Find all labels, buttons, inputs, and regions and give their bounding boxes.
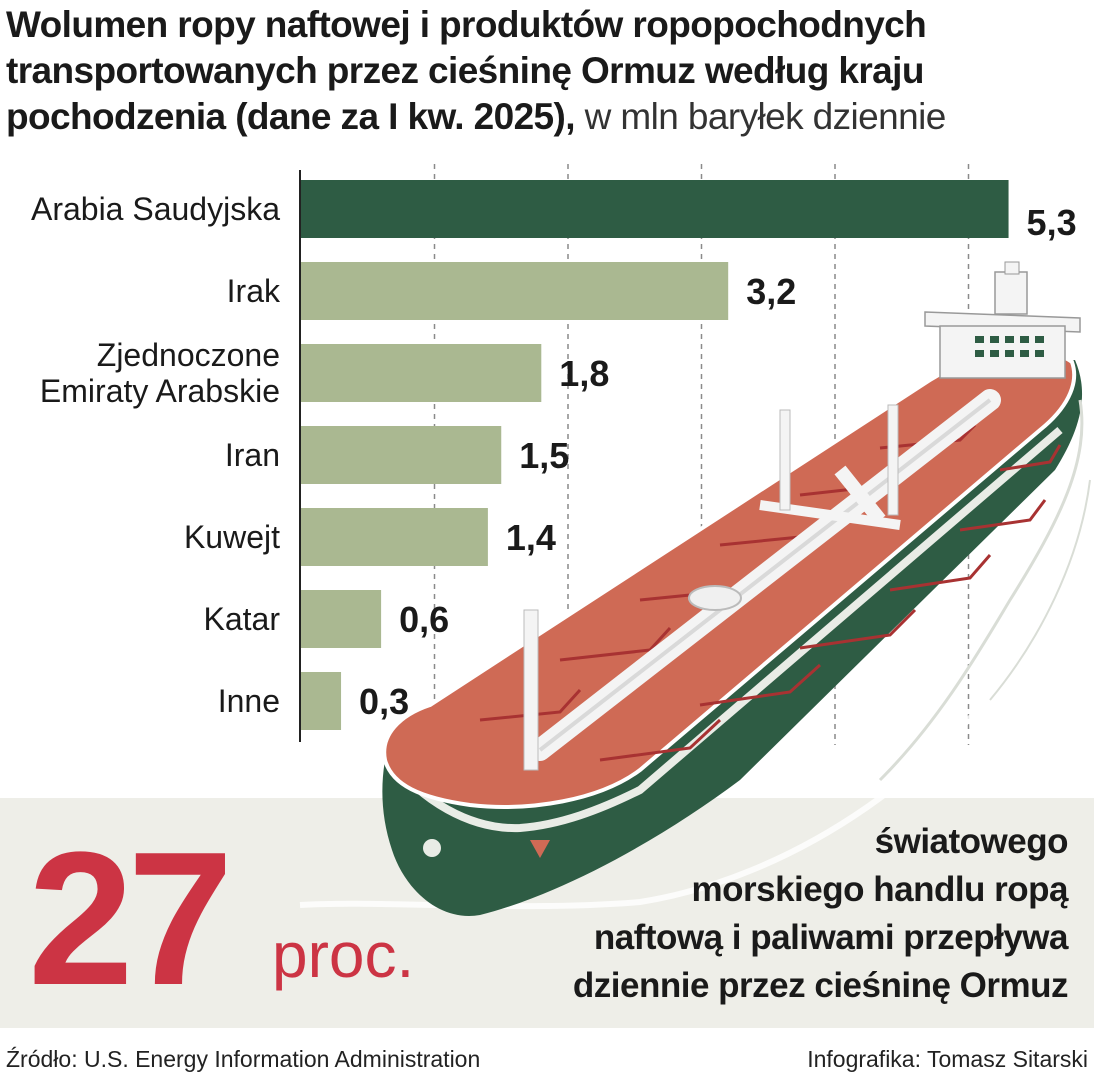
callout-line: naftową i paliwami przepływa	[593, 918, 1069, 957]
bar	[301, 180, 1009, 238]
value-label: 0,3	[359, 681, 409, 722]
share-number: 27	[28, 813, 233, 1025]
author-credit: Infografika: Tomasz Sitarski	[807, 1046, 1088, 1072]
value-label: 0,6	[399, 599, 449, 640]
chart-title: Wolumen ropy naftowej i produktów ropopo…	[6, 2, 1086, 140]
callout-line: światowego	[874, 822, 1069, 861]
bar	[301, 426, 502, 484]
source-note: Źródło: U.S. Energy Information Administ…	[6, 1046, 481, 1072]
title-unit: w mln baryłek dziennie	[574, 96, 947, 137]
value-label: 3,2	[746, 271, 796, 312]
category-label: Emiraty Arabskie	[40, 373, 280, 409]
value-label: 1,5	[519, 435, 569, 476]
category-label: Inne	[218, 683, 280, 719]
category-label: Irak	[227, 273, 281, 309]
category-label: Katar	[204, 601, 281, 637]
oil-tanker-illustration	[299, 261, 1091, 916]
value-label: 5,3	[1027, 202, 1077, 243]
category-label: Zjednoczone	[97, 337, 280, 373]
category-label: Iran	[225, 437, 280, 473]
bar	[301, 590, 382, 648]
category-label: Kuwejt	[184, 519, 280, 555]
value-label: 1,4	[506, 517, 556, 558]
share-unit: proc.	[272, 919, 415, 991]
callout-line: morskiego handlu ropą	[691, 870, 1069, 909]
category-label: Arabia Saudyjska	[31, 191, 280, 227]
bar	[301, 508, 488, 566]
value-labels: 5,3 3,2 1,8 1,5 1,4 0,6 0,3	[359, 202, 1077, 722]
bars	[301, 180, 1009, 730]
bar	[301, 672, 342, 730]
bar	[301, 344, 542, 402]
callout-text: światowego morskiego handlu ropą naftową…	[468, 818, 1069, 1010]
bar	[301, 262, 729, 320]
value-label: 1,8	[559, 353, 609, 394]
callout-line: dziennie przez cieśninę Ormuz	[572, 966, 1069, 1005]
title-main: Wolumen ropy naftowej i produktów ropopo…	[6, 4, 927, 137]
